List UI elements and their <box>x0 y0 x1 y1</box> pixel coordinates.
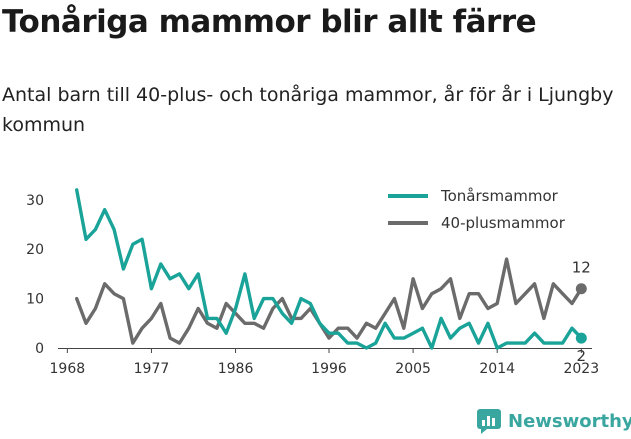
newsworthy-logo-icon <box>477 409 501 434</box>
end-point-tonårsmammor <box>575 332 587 344</box>
end-value-label: 2 <box>577 347 587 365</box>
brand-name: Newsworthy <box>508 410 631 432</box>
x-tick-label: 1977 <box>134 361 170 377</box>
legend-label: 40-plusmammor <box>441 214 566 232</box>
end-value-label: 12 <box>572 259 591 277</box>
x-tick-label: 2023 <box>563 361 599 377</box>
x-tick-label: 1968 <box>50 361 86 377</box>
y-tick-label: 10 <box>26 292 44 308</box>
y-tick-label: 20 <box>26 242 44 258</box>
series-line-tonårsmammor <box>75 188 583 350</box>
x-tick-label: 1996 <box>311 361 347 377</box>
brand: Newsworthy <box>476 408 631 434</box>
x-tick-label: 1986 <box>218 361 254 377</box>
series-line-40-plusmammor <box>75 257 583 345</box>
x-tick-label: 2014 <box>479 361 515 377</box>
chart-subtitle: Antal barn till 40-plus- och tonåriga ma… <box>2 84 614 136</box>
legend-label: Tonårsmammor <box>440 187 559 205</box>
end-point-40-plusmammor <box>575 283 587 295</box>
y-tick-label: 30 <box>26 193 44 209</box>
x-tick-label: 2005 <box>395 361 431 377</box>
y-tick-label: 0 <box>35 341 44 357</box>
chart-title: Tonåriga mammor blir allt färre <box>2 4 537 40</box>
